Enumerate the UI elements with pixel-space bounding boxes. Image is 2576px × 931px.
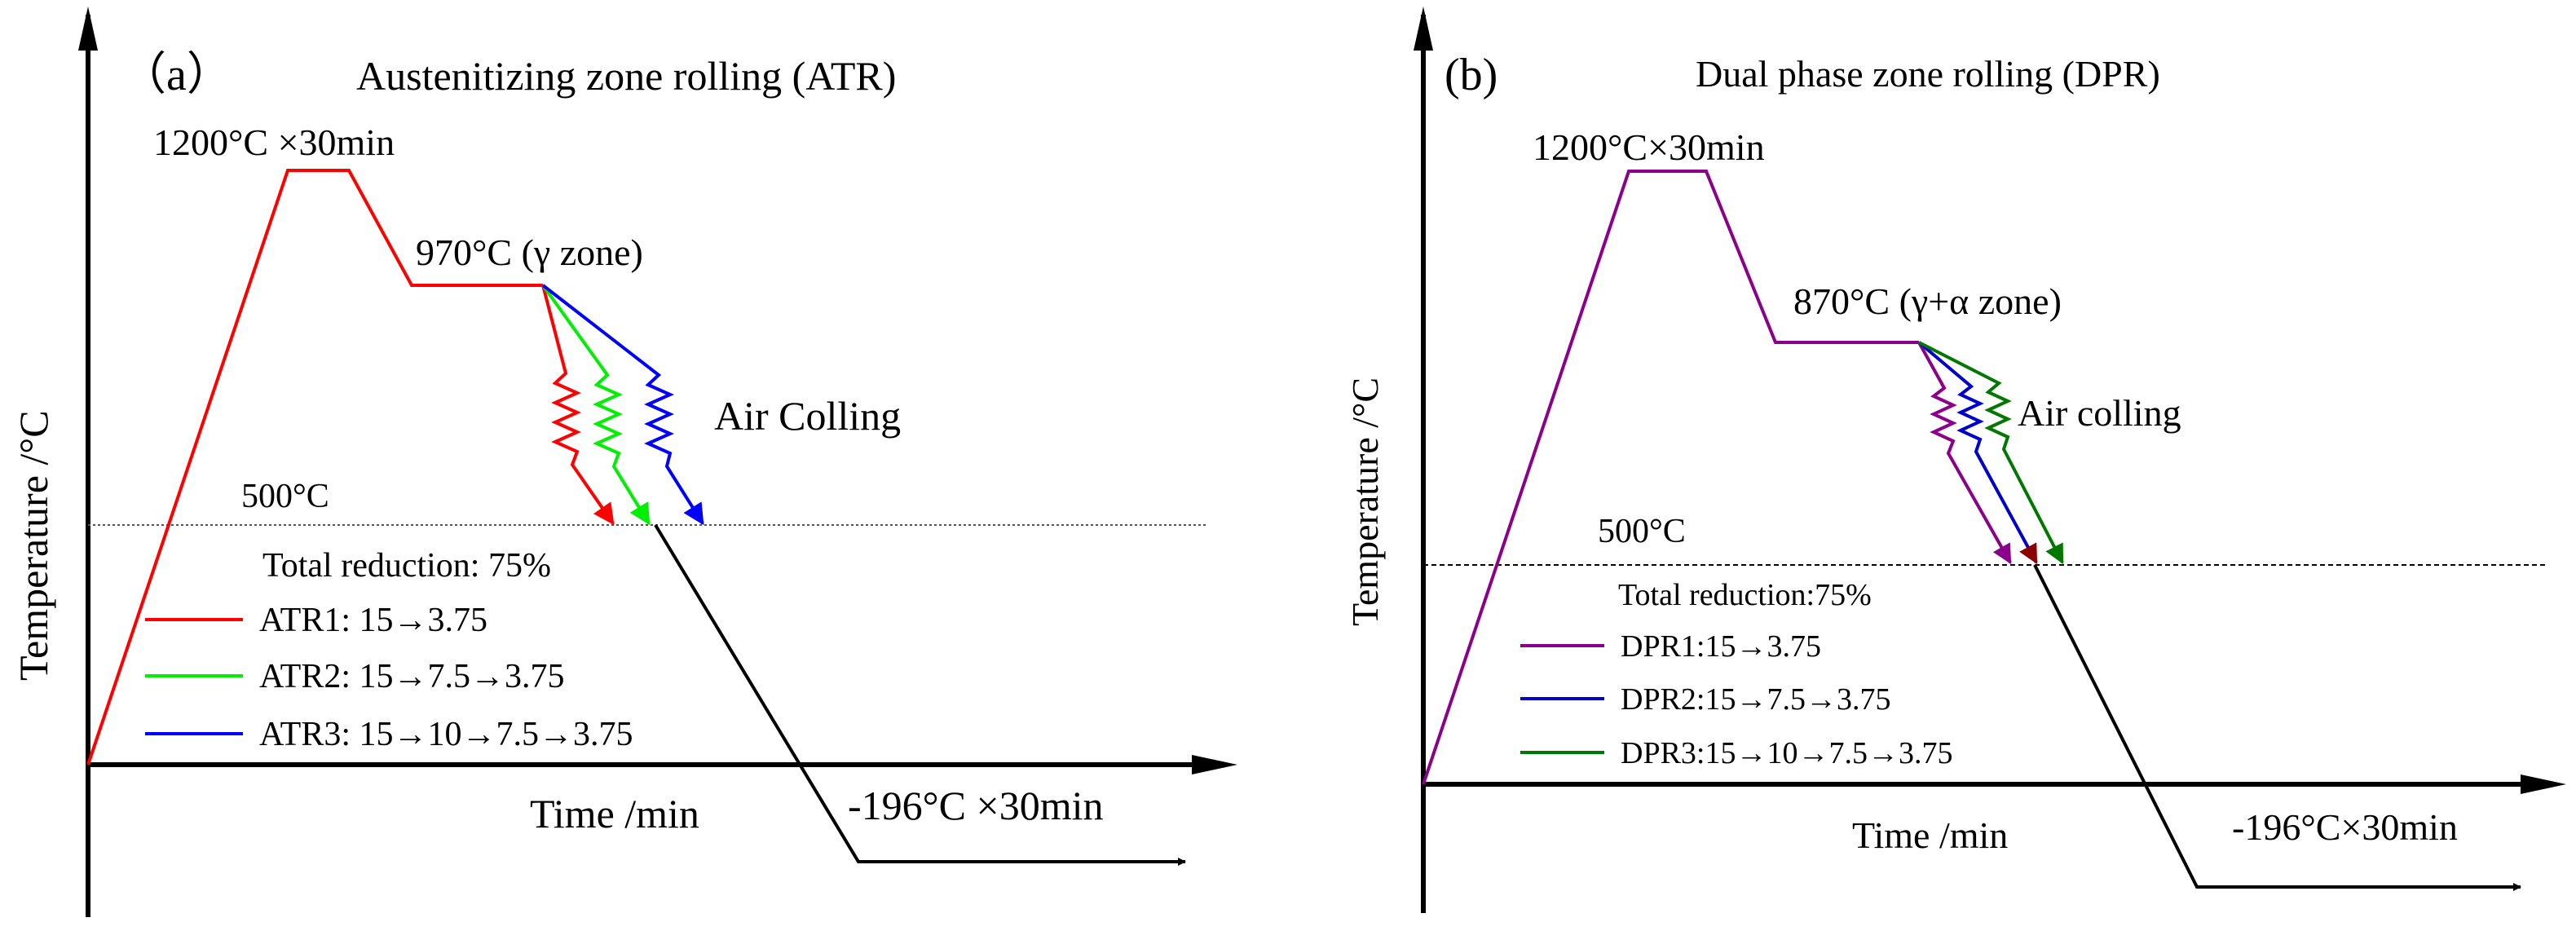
panel-b-cryo-label: -196°C×30min	[2232, 806, 2458, 848]
cooling-branch-atr3	[541, 284, 704, 526]
panel-b-legend-title: Total reduction:75%	[1618, 578, 1872, 612]
panel-b: (b) Dual phase zone rolling (DPR) 1200°C…	[1344, 7, 2566, 913]
panel-b-500c-label: 500°C	[1598, 513, 1686, 550]
panel-b-x-axis-label: Time /min	[1852, 814, 2008, 856]
panel-a-y-axis-label: Temperature /°C	[11, 410, 56, 681]
y-axis-arrowhead-icon	[1414, 7, 1433, 51]
cooling-branch-atr1	[541, 285, 615, 526]
panel-b-title: Dual phase zone rolling (DPR)	[1696, 53, 2160, 95]
panel-b-hold-label: 870°C (γ+α zone)	[1793, 280, 2062, 322]
panel-b-legend-dpr3: DPR3:15→10→7.5→3.75	[1621, 736, 1952, 770]
panel-b-cooling-label: Air colling	[2018, 392, 2181, 434]
cryo-path	[2033, 564, 2521, 891]
panel-a-cooling-label: Air Colling	[714, 393, 901, 439]
heating-path	[86, 169, 543, 766]
panel-a-500c-label: 500°C	[241, 478, 329, 515]
cryo-path	[654, 523, 1186, 866]
panel-b-legend-dpr1: DPR1:15→3.75	[1621, 629, 1821, 664]
panel-a-label: （a）	[121, 50, 232, 100]
panel-b-heat-label: 1200°C×30min	[1533, 126, 1765, 168]
panel-a: （a） Austenitizing zone rolling (ATR) 120…	[11, 7, 1237, 917]
panel-a-legend-atr1: ATR1: 15→3.75	[259, 602, 487, 639]
panel-b-legend-dpr2: DPR2:15→7.5→3.75	[1621, 682, 1890, 717]
panel-a-title: Austenitizing zone rolling (ATR)	[356, 53, 896, 99]
panel-a-legend-atr3: ATR3: 15→10→7.5→3.75	[259, 716, 633, 753]
heating-path	[1422, 170, 1919, 785]
panel-a-heat-label: 1200°C ×30min	[153, 121, 395, 163]
cooling-branch-dpr1	[1917, 342, 2012, 565]
panel-a-legend-atr2: ATR2: 15→7.5→3.75	[259, 658, 565, 695]
cooling-branch-dpr2	[1917, 341, 2038, 565]
x-axis-arrowhead-icon	[1192, 755, 1237, 774]
panel-a-x-axis-label: Time /min	[530, 791, 699, 836]
panel-a-hold-label: 970°C (γ zone)	[416, 232, 643, 273]
cooling-branch-dpr3	[1918, 341, 2064, 565]
y-axis-arrowhead-icon	[78, 7, 98, 51]
panel-a-legend-title: Total reduction: 75%	[262, 547, 551, 585]
cooling-branch-atr2	[541, 284, 651, 526]
x-axis-arrowhead-icon	[2521, 774, 2566, 794]
panel-b-y-axis-label: Temperature /°C	[1344, 377, 1386, 626]
panel-a-cryo-label: -196°C ×30min	[848, 783, 1103, 828]
panel-b-label: (b)	[1445, 50, 1498, 100]
